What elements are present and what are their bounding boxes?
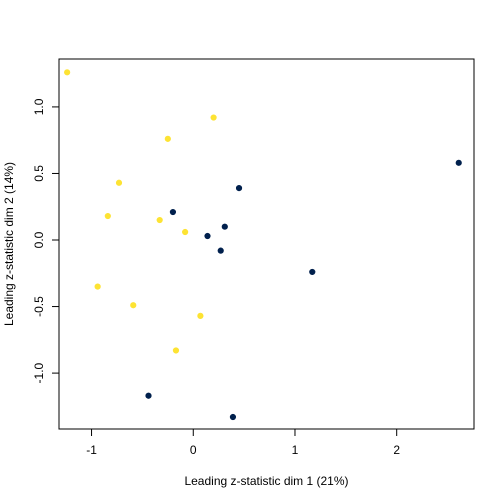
- data-point: [455, 159, 462, 166]
- x-tick-label: 2: [393, 443, 400, 457]
- data-points: [64, 69, 462, 421]
- data-point: [145, 392, 152, 399]
- data-point: [197, 312, 204, 319]
- data-point: [94, 283, 101, 290]
- data-point: [164, 135, 171, 142]
- y-tick-label: 1.0: [32, 98, 46, 115]
- data-point: [204, 232, 211, 240]
- data-point: [235, 185, 243, 192]
- y-axis: -1.0 -0.5 0.0 0.5 1.0: [32, 98, 60, 383]
- data-point: [309, 268, 316, 276]
- data-point: [182, 228, 189, 236]
- data-point: [210, 114, 217, 121]
- y-tick-label: -0.5: [32, 296, 46, 317]
- data-point: [130, 302, 137, 309]
- data-point: [64, 69, 71, 76]
- x-tick-label: 1: [292, 443, 299, 457]
- y-tick-label: 0.0: [32, 231, 46, 248]
- x-axis-label: Leading z-statistic dim 1 (21%): [184, 474, 348, 488]
- data-point: [104, 212, 111, 220]
- data-point: [221, 223, 228, 230]
- data-point: [169, 208, 177, 216]
- data-point: [172, 347, 180, 354]
- x-tick-label: 0: [190, 443, 197, 457]
- x-axis: -1 0 1 2: [86, 428, 400, 457]
- data-point: [115, 179, 123, 186]
- data-point: [156, 216, 163, 224]
- x-tick-label: -1: [86, 443, 97, 457]
- data-point: [217, 247, 224, 254]
- data-point: [229, 413, 237, 421]
- y-tick-label: -1.0: [32, 362, 46, 383]
- y-tick-label: 0.5: [32, 165, 46, 182]
- plot-frame: [58, 58, 475, 430]
- y-axis-label: Leading z-statistic dim 2 (14%): [2, 162, 16, 326]
